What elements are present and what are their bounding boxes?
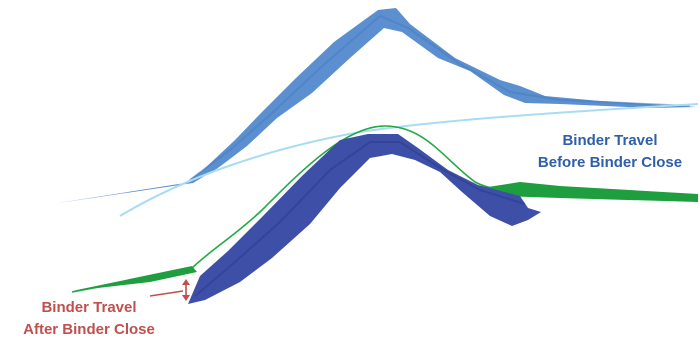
label-after-line1: Binder Travel: [41, 299, 137, 316]
label-before-line1: Binder Travel: [562, 132, 658, 149]
lower-sheet-highlight: [194, 141, 526, 297]
upper-sheet-highlight: [189, 14, 691, 181]
label-after-binder-close: Binder Travel After Binder Close: [4, 297, 174, 341]
travel-arrow: [149, 279, 190, 301]
label-before-line2: Before Binder Close: [537, 154, 683, 171]
green-profile-line: [71, 125, 699, 293]
label-after-line2: After Binder Close: [23, 321, 155, 338]
green-left-wedge: [72, 266, 197, 291]
green-right-wedge: [488, 182, 698, 202]
upper-sheet-shape: [52, 8, 697, 204]
lower-sheet-shape: [188, 134, 541, 304]
label-before-binder-close: Binder Travel Before Binder Close: [520, 130, 700, 174]
